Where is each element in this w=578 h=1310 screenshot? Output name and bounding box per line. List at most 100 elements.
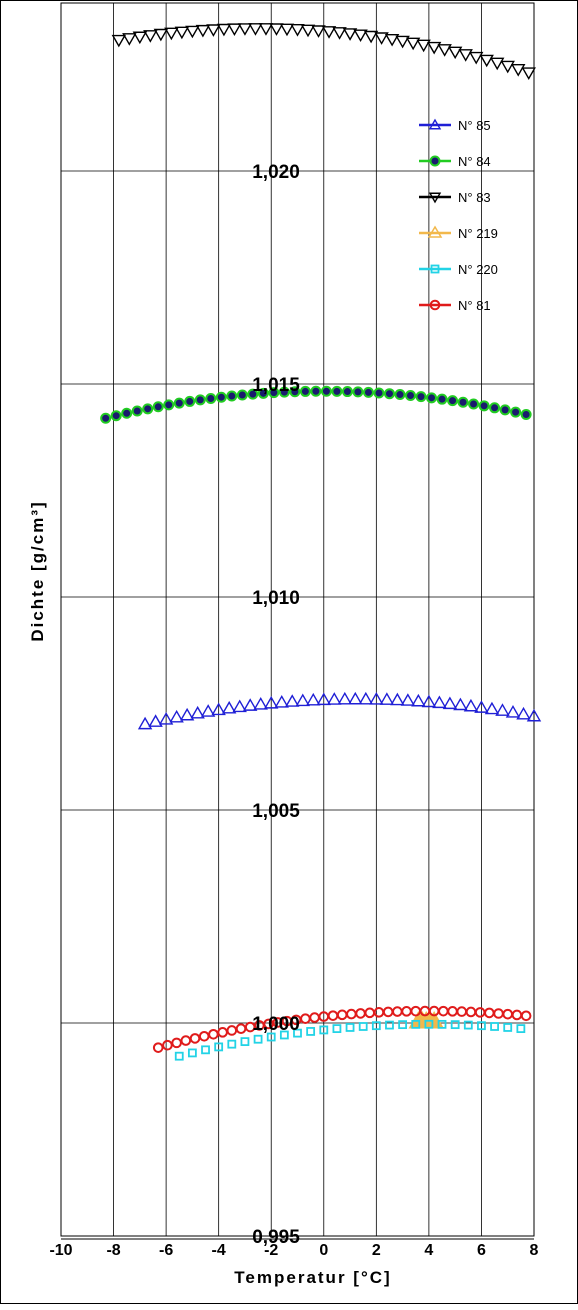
data-point (227, 1039, 237, 1049)
legend-item: N° 85 (419, 118, 491, 133)
data-point (426, 392, 438, 404)
data-point (346, 1008, 357, 1020)
data-point (503, 1023, 513, 1032)
data-point (358, 1022, 368, 1031)
data-point (390, 692, 405, 706)
data-point (248, 23, 263, 36)
data-point (269, 23, 284, 36)
data-point (411, 693, 426, 707)
data-point (300, 24, 316, 38)
data-point (373, 387, 385, 399)
data-point (447, 1006, 458, 1017)
data-point (500, 60, 515, 74)
data-point (153, 28, 169, 42)
data-point (447, 46, 463, 60)
grid-lines (60, 2, 535, 1240)
data-point (257, 387, 269, 399)
data-point (384, 33, 400, 47)
x-tick-label: 4 (424, 1242, 433, 1259)
data-point (201, 1045, 210, 1055)
data-point (320, 385, 332, 397)
data-point (274, 695, 289, 708)
data-point (429, 299, 441, 311)
data-point (450, 1020, 460, 1030)
data-point (200, 704, 216, 717)
x-tick-label: 8 (530, 1242, 539, 1259)
data-point (353, 29, 368, 43)
data-point (457, 396, 469, 408)
x-tick-label: -10 (49, 1242, 72, 1259)
data-point (526, 708, 542, 722)
data-point (438, 1005, 449, 1017)
data-point (369, 692, 384, 705)
data-point (279, 23, 295, 37)
data-point (465, 1006, 477, 1018)
data-point (211, 702, 226, 716)
data-point (285, 694, 300, 707)
x-tick-label: -4 (212, 1242, 226, 1259)
data-point (394, 389, 406, 401)
data-point (290, 24, 305, 37)
data-point (400, 693, 416, 706)
x-tick-label: -6 (159, 1242, 173, 1259)
data-point (206, 24, 221, 37)
data-point (327, 1010, 339, 1021)
data-point (383, 388, 395, 400)
data-point (453, 697, 468, 711)
data-point (456, 1006, 468, 1017)
series-n220 (174, 1019, 526, 1061)
data-point (398, 1020, 408, 1030)
data-point (268, 387, 280, 399)
x-tick-labels: -10 -8 -6 -4 -2 0 2 4 6 8 (49, 1242, 538, 1259)
data-point (479, 54, 494, 68)
y-tick-label: 1,005 (252, 801, 300, 822)
x-tick-label: 0 (319, 1242, 328, 1259)
data-point (468, 51, 484, 65)
data-point (429, 155, 441, 167)
legend-label: N° 81 (458, 298, 491, 313)
data-point (463, 698, 479, 712)
data-point (332, 27, 347, 40)
data-point (516, 1024, 526, 1034)
data-point (208, 1028, 219, 1040)
data-point (163, 399, 175, 411)
data-point (341, 386, 353, 398)
data-point (499, 404, 511, 416)
data-point (221, 700, 237, 714)
data-point (174, 26, 190, 40)
data-point (355, 1008, 366, 1019)
data-point (295, 693, 310, 707)
data-point (194, 394, 206, 406)
data-point (164, 27, 179, 41)
data-point (264, 695, 279, 709)
data-point (489, 402, 501, 414)
legend-label: N° 219 (458, 226, 498, 241)
data-point (111, 34, 127, 48)
data-point (189, 1033, 201, 1044)
data-point (300, 1013, 311, 1024)
y-tick-label: 1,015 (252, 375, 300, 396)
data-point (428, 192, 442, 204)
data-point (437, 1019, 447, 1029)
data-point (385, 1020, 394, 1030)
data-point (132, 31, 148, 45)
data-point (235, 1023, 247, 1035)
data-point (148, 714, 163, 727)
data-point (152, 401, 164, 413)
data-point (382, 1006, 394, 1018)
data-point (171, 1037, 182, 1049)
data-point (143, 30, 158, 43)
data-point (405, 37, 421, 51)
data-point (321, 26, 337, 39)
data-point (447, 395, 459, 407)
data-point (516, 706, 531, 720)
data-point (478, 400, 490, 412)
data-point (169, 709, 184, 723)
data-point (362, 386, 374, 398)
data-point (432, 695, 447, 709)
data-point (495, 703, 510, 716)
data-point (411, 1019, 421, 1029)
data-point (474, 700, 489, 713)
data-point (185, 25, 200, 39)
